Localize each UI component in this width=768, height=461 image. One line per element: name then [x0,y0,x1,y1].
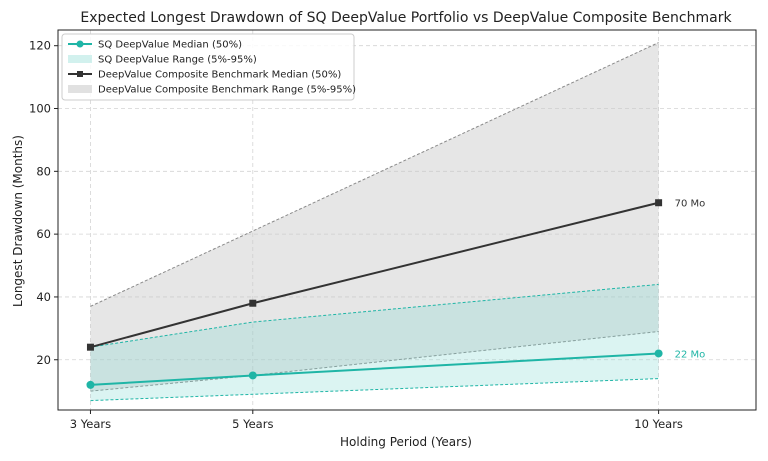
y-tick-label: 80 [36,164,51,178]
legend-entry-label: SQ DeepValue Range (5%-95%) [98,55,257,66]
x-tick-label: 10 Years [634,417,683,431]
benchmark-median-point [86,343,94,351]
legend: SQ DeepValue Median (50%) SQ DeepValue Ra… [61,33,356,101]
legend-entry-label: DeepValue Composite Benchmark Range (5%-… [98,85,356,96]
y-axis-label: Longest Drawdown (Months) [11,135,25,307]
y-tick-label: 60 [36,227,51,241]
plot-frame [57,29,757,411]
sq-median-point [86,380,95,389]
chart-title: Expected Longest Drawdown of SQ DeepValu… [80,10,732,26]
legend-entry-label: DeepValue Composite Benchmark Median (50… [98,70,341,81]
legend-band-swatch [68,85,92,93]
x-tick-label: 3 Years [70,417,111,431]
legend-box [61,33,355,101]
benchmark-range-upper [90,42,659,307]
legend-entry-label: SQ DeepValue Median (50%) [98,40,242,51]
sq-median-point [248,371,257,380]
sq-range-upper [90,283,659,348]
plot-area: 70 Mo 22 Mo 20 40 60 80 100 120 3 Years 5 Years 10… [29,29,757,431]
x-axis-label: Holding Period (Years) [340,435,472,449]
benchmark-median-point [655,199,663,207]
benchmark-range-lower [90,330,659,392]
benchmark-end-label: 70 Mo [675,199,706,210]
legend-band-swatch [68,55,92,63]
y-tick-label: 100 [29,102,51,116]
legend-square-marker [77,71,83,77]
sq-end-label: 22 Mo [675,349,706,360]
y-tick-label: 40 [36,290,51,304]
x-tick-label: 5 Years [232,417,273,431]
y-tick-label: 20 [36,353,51,367]
legend-circle-marker [76,40,84,48]
benchmark-range-band [90,42,659,392]
sq-range-lower [90,378,659,402]
y-tick-label: 120 [29,39,51,53]
sq-range-band [90,284,659,401]
benchmark-median-point [249,299,257,307]
sq-median-point [654,349,663,358]
